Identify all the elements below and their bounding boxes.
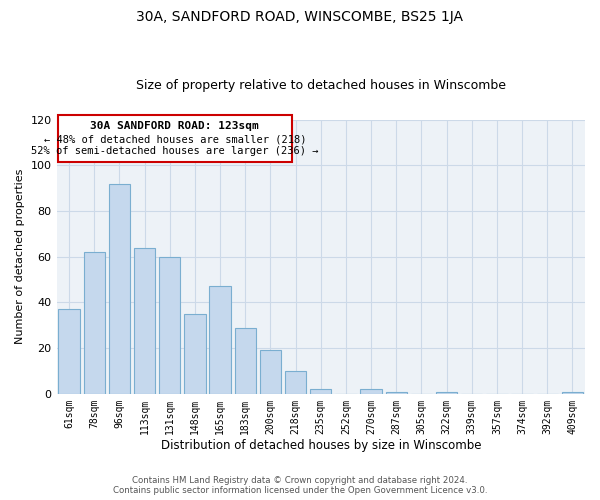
Bar [159, 256, 181, 394]
Bar [285, 371, 307, 394]
Bar [386, 392, 407, 394]
Bar [562, 392, 583, 394]
Text: ← 48% of detached houses are smaller (218): ← 48% of detached houses are smaller (21… [44, 134, 306, 144]
Bar [436, 392, 457, 394]
Bar [209, 286, 231, 394]
Bar [109, 184, 130, 394]
Bar [83, 252, 105, 394]
Bar [361, 390, 382, 394]
Bar [235, 328, 256, 394]
Text: 30A SANDFORD ROAD: 123sqm: 30A SANDFORD ROAD: 123sqm [91, 120, 259, 130]
Bar [184, 314, 206, 394]
Bar [58, 310, 80, 394]
Text: Contains HM Land Registry data © Crown copyright and database right 2024.
Contai: Contains HM Land Registry data © Crown c… [113, 476, 487, 495]
Bar [134, 248, 155, 394]
Bar [310, 390, 331, 394]
X-axis label: Distribution of detached houses by size in Winscombe: Distribution of detached houses by size … [161, 440, 481, 452]
Text: 52% of semi-detached houses are larger (236) →: 52% of semi-detached houses are larger (… [31, 146, 319, 156]
Text: 30A, SANDFORD ROAD, WINSCOMBE, BS25 1JA: 30A, SANDFORD ROAD, WINSCOMBE, BS25 1JA [137, 10, 464, 24]
Y-axis label: Number of detached properties: Number of detached properties [15, 169, 25, 344]
FancyBboxPatch shape [58, 115, 292, 162]
Title: Size of property relative to detached houses in Winscombe: Size of property relative to detached ho… [136, 79, 506, 92]
Bar [260, 350, 281, 394]
